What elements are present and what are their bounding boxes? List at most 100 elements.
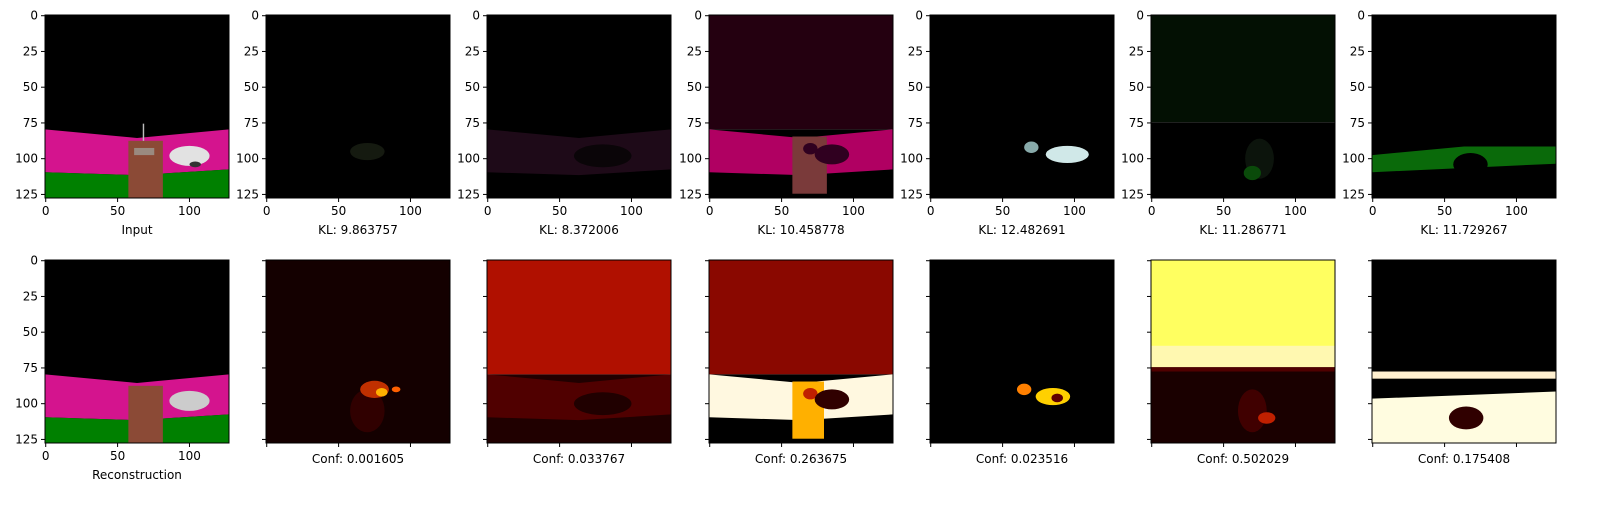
image-panel: Conf: 0.175408 (1368, 259, 1557, 466)
axes-frame (265, 259, 451, 444)
panel-label: KL: 8.372006 (539, 223, 619, 237)
y-tick-label: 25 (687, 44, 702, 58)
y-tick-label: 75 (244, 116, 259, 130)
image-blob (1243, 165, 1261, 181)
image-region (709, 260, 893, 375)
y-tick-label: 100 (1342, 152, 1365, 166)
image-blob (1045, 145, 1089, 163)
image (1151, 260, 1335, 443)
y-tick-label: 100 (15, 152, 38, 166)
x-tick-label: 50 (1216, 204, 1231, 218)
y-tick-label: 125 (679, 187, 702, 201)
y-tick-label: 25 (244, 44, 259, 58)
image-panel: Conf: 0.001605 (262, 259, 451, 466)
image-region (1151, 367, 1335, 372)
y-tick-label: 0 (472, 9, 480, 23)
image-region (266, 15, 450, 198)
image (266, 260, 450, 443)
y-tick-label: 125 (15, 187, 38, 201)
y-tick-label: 75 (908, 116, 923, 130)
y-tick-label: 125 (15, 432, 38, 446)
x-tick-label: 50 (1437, 204, 1452, 218)
y-tick-label: 75 (1350, 116, 1365, 130)
image-region (487, 260, 671, 375)
y-tick-label: 50 (687, 80, 702, 94)
x-tick-label: 50 (110, 449, 125, 463)
y-tick-label: 100 (15, 397, 38, 411)
image-blob (1237, 389, 1267, 433)
y-tick-label: 25 (23, 44, 38, 58)
y-tick-label: 50 (465, 80, 480, 94)
y-tick-label: 0 (694, 9, 702, 23)
panel-label: KL: 11.286771 (1199, 223, 1286, 237)
image (266, 15, 450, 198)
image-blob (1051, 393, 1063, 403)
y-tick-label: 0 (1136, 9, 1144, 23)
y-tick-label: 25 (1350, 44, 1365, 58)
image-region (930, 260, 1114, 443)
axes-frame (44, 14, 230, 199)
y-tick-label: 50 (1350, 80, 1365, 94)
image-panel: 0 50 100 0 25 50 75 100 125 KL: 8.372006 (457, 9, 672, 237)
image-panel: 0 50 100 0 25 50 75 100 125 KL: 11.286771 (1121, 9, 1336, 237)
axes-frame (708, 14, 894, 199)
image-region (142, 123, 145, 141)
x-tick-label: 100 (178, 449, 201, 463)
image-panel: 0 50 100 0 25 50 75 100 125 KL: 11.729267 (1342, 9, 1557, 237)
panel-label: KL: 11.729267 (1420, 223, 1507, 237)
axes-frame (1371, 259, 1557, 444)
image-blob (803, 387, 818, 400)
image-panel: Conf: 0.502029 (1147, 259, 1336, 466)
axes-frame (708, 259, 894, 444)
image-blob (391, 386, 401, 393)
image (709, 15, 893, 198)
panel-label: KL: 9.863757 (318, 223, 398, 237)
x-tick-label: 0 (42, 449, 50, 463)
x-tick-label: 100 (620, 204, 643, 218)
image-panel: 0 50 100 0 25 50 75 100 125 Reconstruction (15, 254, 230, 482)
image-blob (375, 387, 388, 397)
image-region (930, 15, 1114, 198)
x-tick-label: 50 (110, 204, 125, 218)
image (45, 260, 229, 443)
y-tick-label: 50 (23, 325, 38, 339)
y-tick-label: 25 (1129, 44, 1144, 58)
image-blob (573, 392, 632, 416)
y-tick-label: 75 (23, 116, 38, 130)
y-tick-label: 0 (915, 9, 923, 23)
image (45, 15, 229, 198)
x-tick-label: 0 (1148, 204, 1156, 218)
panel-label: KL: 12.482691 (978, 223, 1065, 237)
y-tick-label: 0 (251, 9, 259, 23)
image-region (1151, 15, 1335, 123)
axes-frame (1371, 14, 1557, 199)
image (930, 260, 1114, 443)
image-region (128, 385, 163, 443)
panel-label: Conf: 0.033767 (533, 452, 625, 466)
x-tick-label: 0 (1369, 204, 1377, 218)
x-tick-label: 100 (842, 204, 865, 218)
y-tick-label: 0 (1357, 9, 1365, 23)
image (930, 15, 1114, 198)
x-tick-label: 50 (995, 204, 1010, 218)
x-tick-label: 100 (1505, 204, 1528, 218)
image-blob (189, 161, 201, 168)
axes-frame (1150, 14, 1336, 199)
image-blob (1024, 141, 1039, 153)
x-tick-label: 50 (774, 204, 789, 218)
image-panel: 0 50 100 0 25 50 75 100 125 KL: 12.482691 (900, 9, 1115, 237)
y-tick-label: 75 (687, 116, 702, 130)
axes-frame (929, 14, 1115, 199)
y-tick-label: 100 (900, 152, 923, 166)
image-blob (573, 144, 632, 168)
panel-label: Input (121, 223, 152, 237)
image-panel: Conf: 0.033767 (483, 259, 672, 466)
x-tick-label: 50 (331, 204, 346, 218)
axes-frame (929, 259, 1115, 444)
y-tick-label: 125 (457, 187, 480, 201)
y-tick-label: 50 (23, 80, 38, 94)
y-tick-label: 100 (236, 152, 259, 166)
y-tick-label: 125 (1121, 187, 1144, 201)
y-tick-label: 0 (30, 9, 38, 23)
